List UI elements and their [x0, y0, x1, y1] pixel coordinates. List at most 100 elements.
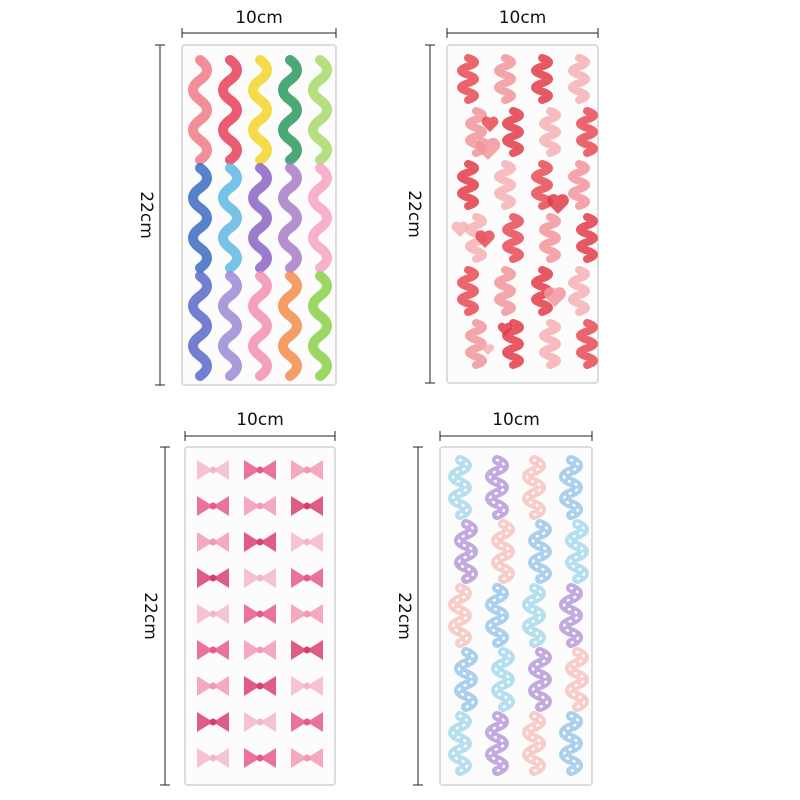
width-label: 10cm [499, 8, 547, 28]
heart-sticker [544, 287, 566, 307]
ribbon-sticker [522, 711, 546, 776]
ribbon-sticker [576, 319, 598, 369]
bow-knot [256, 646, 264, 654]
ribbon-sticker [308, 55, 332, 165]
width-label: 10cm [235, 8, 283, 28]
bow-knot [256, 502, 264, 510]
bow-knot [209, 466, 217, 474]
ribbon-sticker [248, 55, 272, 165]
bow-knot [209, 574, 217, 582]
ribbon-sticker [188, 271, 212, 381]
heart-sticker [475, 137, 501, 160]
bow-knot [209, 538, 217, 546]
ribbon-sticker [457, 266, 479, 316]
ribbon-sticker [528, 647, 552, 712]
ribbon-sticker [308, 271, 332, 381]
ribbon-sticker [522, 583, 546, 648]
bow-knot [303, 502, 311, 510]
bow-knot [256, 682, 264, 690]
height-label: 22cm [404, 190, 424, 238]
ribbon-sticker [494, 160, 516, 210]
ribbon-sticker [188, 55, 212, 165]
ribbon-sticker [457, 160, 479, 210]
bow-knot [303, 646, 311, 654]
bow-knot [303, 610, 311, 618]
heart-sticker [481, 343, 495, 355]
ribbon-sticker [448, 711, 472, 776]
ribbon-sticker [576, 107, 598, 157]
height-label: 22cm [394, 592, 414, 640]
sticker-sheet [439, 446, 593, 786]
bow-knot [209, 610, 217, 618]
ribbon-sticker [502, 213, 524, 263]
ribbon-sticker [457, 54, 479, 104]
ribbon-sticker [248, 271, 272, 381]
ribbon-sticker [485, 455, 509, 520]
ribbon-sticker [531, 54, 553, 104]
ribbon-sticker [565, 647, 589, 712]
ribbon-sticker [559, 583, 583, 648]
ribbon-sticker [278, 163, 302, 273]
ribbon-sticker [565, 519, 589, 584]
bow-knot [209, 754, 217, 762]
ribbon-sticker [491, 647, 515, 712]
ribbon-sticker [308, 163, 332, 273]
ribbon-sticker [218, 163, 242, 273]
ribbon-sticker [448, 455, 472, 520]
ribbon-sticker [454, 519, 478, 584]
bow-knot [256, 754, 264, 762]
ribbon-sticker [531, 160, 553, 210]
ribbon-sticker [188, 163, 212, 273]
ribbon-sticker [568, 54, 590, 104]
ribbon-sticker [465, 319, 487, 369]
ribbon-sticker [485, 583, 509, 648]
ribbon-sticker [218, 271, 242, 381]
stickers [188, 54, 598, 776]
ribbon-sticker [218, 55, 242, 165]
bow-knot [209, 502, 217, 510]
ribbon-sticker [568, 266, 590, 316]
heart-sticker [481, 116, 499, 132]
ribbon-sticker [491, 519, 515, 584]
ribbon-sticker [576, 213, 598, 263]
ribbon-sticker [448, 583, 472, 648]
heart-sticker [475, 230, 495, 248]
ribbon-sticker [248, 163, 272, 273]
bow-knot [256, 718, 264, 726]
bow-knot [303, 574, 311, 582]
bow-knot [209, 682, 217, 690]
ribbon-sticker [559, 455, 583, 520]
heart-sticker [497, 322, 513, 336]
ribbon-sticker [494, 266, 516, 316]
bow-knot [303, 754, 311, 762]
width-label: 10cm [236, 410, 284, 430]
bow-knot [209, 718, 217, 726]
width-label: 10cm [492, 410, 540, 430]
ribbon-sticker [539, 213, 561, 263]
ribbon-sticker [502, 319, 524, 369]
ribbon-sticker [539, 319, 561, 369]
ribbon-sticker [568, 160, 590, 210]
height-label: 22cm [136, 191, 156, 239]
ribbon-sticker [454, 647, 478, 712]
bow-knot [303, 466, 311, 474]
bow-knot [256, 538, 264, 546]
height-label: 22cm [140, 592, 160, 640]
bow-knot [256, 466, 264, 474]
ribbon-sticker [278, 271, 302, 381]
heart-sticker [451, 221, 469, 237]
bow-knot [303, 538, 311, 546]
bow-knot [209, 646, 217, 654]
dimensions: 10cm 22cm 10cm 22cm 10cm 22cm 10cm 22cm [136, 8, 599, 786]
ribbon-sticker [522, 455, 546, 520]
heart-sticker [547, 194, 569, 214]
ribbon-sticker [539, 107, 561, 157]
bow-knot [256, 610, 264, 618]
bow-knot [256, 574, 264, 582]
ribbon-sticker [502, 107, 524, 157]
bow-knot [303, 682, 311, 690]
ribbon-sticker [494, 54, 516, 104]
bow-knot [303, 718, 311, 726]
